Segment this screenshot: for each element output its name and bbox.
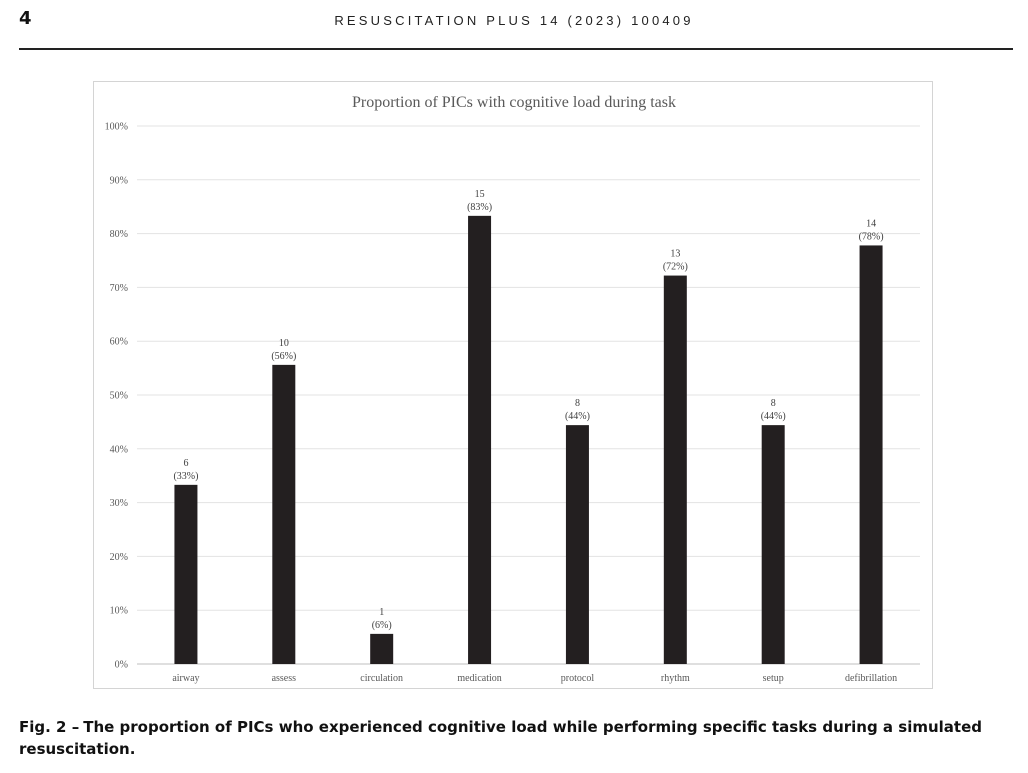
y-tick-label: 50%: [110, 391, 128, 402]
bar-setup: [761, 425, 785, 664]
data-label-count: 1: [379, 607, 384, 618]
y-tick-label: 100%: [105, 122, 128, 133]
y-tick-label: 30%: [110, 498, 128, 509]
y-tick-label: 10%: [110, 606, 128, 617]
data-label-count: 6: [183, 458, 188, 469]
data-label-percent: (78%): [859, 231, 884, 242]
x-tick-label: medication: [457, 673, 501, 684]
figure-caption: Fig. 2 – The proportion of PICs who exper…: [19, 716, 1019, 760]
figure-label: Fig. 2 –: [19, 718, 80, 736]
x-tick-label: setup: [763, 673, 784, 684]
gridlines: [137, 125, 920, 665]
data-label-percent: (56%): [271, 351, 296, 362]
chart-frame: Proportion of PICs with cognitive load d…: [93, 81, 933, 689]
y-tick-label: 60%: [110, 337, 128, 348]
page-number: 4: [19, 8, 32, 29]
data-label-percent: (44%): [761, 411, 786, 422]
y-axis-ticks: 0% 10% 20% 30% 40% 50% 60% 70% 80% 90% 100%: [105, 122, 128, 671]
bar-circulation: [370, 633, 394, 664]
y-tick-label: 90%: [110, 175, 128, 186]
data-label-percent: (6%): [372, 620, 392, 631]
y-tick-label: 20%: [110, 552, 128, 563]
bar-chart: Proportion of PICs with cognitive load d…: [105, 94, 920, 684]
data-label-count: 8: [771, 398, 776, 409]
x-axis-ticks: airway assess circulation medication protoco…: [172, 673, 897, 684]
bar-defibrillation: [859, 245, 883, 664]
header-rule: [19, 48, 1013, 50]
y-tick-label: 40%: [110, 444, 128, 455]
data-label-count: 13: [670, 249, 680, 260]
bar-medication: [468, 215, 492, 664]
x-tick-label: assess: [272, 673, 297, 684]
y-tick-label: 70%: [110, 283, 128, 294]
journal-header: RESUSCITATION PLUS 14 (2023) 100409: [334, 13, 694, 28]
data-labels: 6 (33%) 10 (56%) 1 (6%) 15 (83%) 8 (44%) 13 (72%) 8 (…: [173, 189, 883, 631]
y-tick-label: 0%: [115, 660, 128, 671]
data-label-count: 14: [866, 218, 876, 229]
data-label-count: 10: [279, 338, 289, 349]
data-label-count: 8: [575, 398, 580, 409]
x-tick-label: rhythm: [661, 673, 690, 684]
y-tick-label: 80%: [110, 229, 128, 240]
bar-assess: [272, 364, 296, 664]
chart-title: Proportion of PICs with cognitive load d…: [352, 94, 676, 111]
bar-rhythm: [663, 275, 687, 664]
x-tick-label: protocol: [561, 673, 595, 684]
data-label-percent: (83%): [467, 202, 492, 213]
bar-airway: [174, 484, 198, 664]
x-tick-label: circulation: [360, 673, 403, 684]
data-label-count: 15: [475, 189, 485, 200]
data-label-percent: (44%): [565, 411, 590, 422]
bar-protocol: [565, 425, 589, 664]
data-label-percent: (33%): [173, 471, 198, 482]
x-tick-label: defibrillation: [845, 673, 897, 684]
x-tick-label: airway: [172, 673, 199, 684]
figure-caption-text: The proportion of PICs who experienced c…: [19, 718, 982, 758]
data-label-percent: (72%): [663, 262, 688, 273]
bars: [174, 215, 883, 664]
